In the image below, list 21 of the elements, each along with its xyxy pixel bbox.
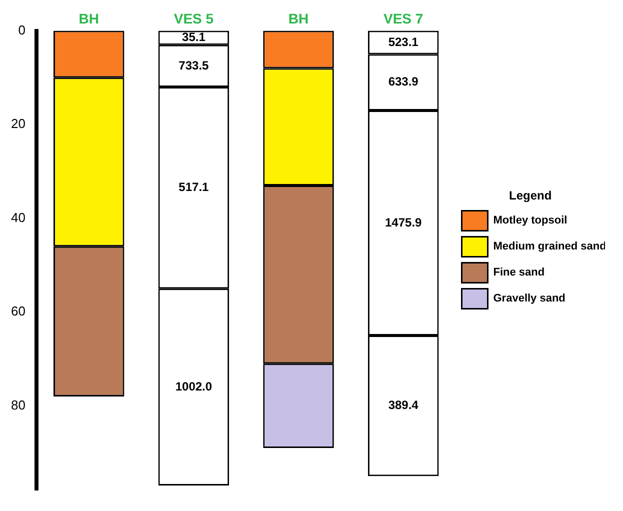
annotation: 517.1 xyxy=(178,180,210,194)
legend-label: Gravelly sand xyxy=(493,292,566,305)
y-tick-label: 80 xyxy=(10,397,26,412)
legend-label: Motley topsoil xyxy=(493,214,568,227)
legend-label: Fine sand xyxy=(493,266,545,279)
y-tick-label: 20 xyxy=(10,116,26,132)
annotation: 633.9 xyxy=(388,74,419,89)
annotation: 1002.0 xyxy=(175,379,212,394)
annotation: 733.5 xyxy=(178,58,210,72)
legend-title: Legend xyxy=(509,188,552,203)
y-tick-label: 40 xyxy=(10,210,26,225)
x-tick-label: VES 7 xyxy=(383,10,424,26)
x-tick-label: BH xyxy=(288,10,309,26)
x-tick-label: BH xyxy=(78,10,99,26)
annotation: 1475.9 xyxy=(384,215,422,230)
annotation: 389.4 xyxy=(388,398,419,412)
x-tick-label: VES 5 xyxy=(174,10,214,26)
annotation: 35.1 xyxy=(182,30,206,44)
y-tick-label: 0 xyxy=(18,22,26,38)
y-tick-label: 60 xyxy=(10,304,26,319)
annotation: 523.1 xyxy=(388,34,419,49)
